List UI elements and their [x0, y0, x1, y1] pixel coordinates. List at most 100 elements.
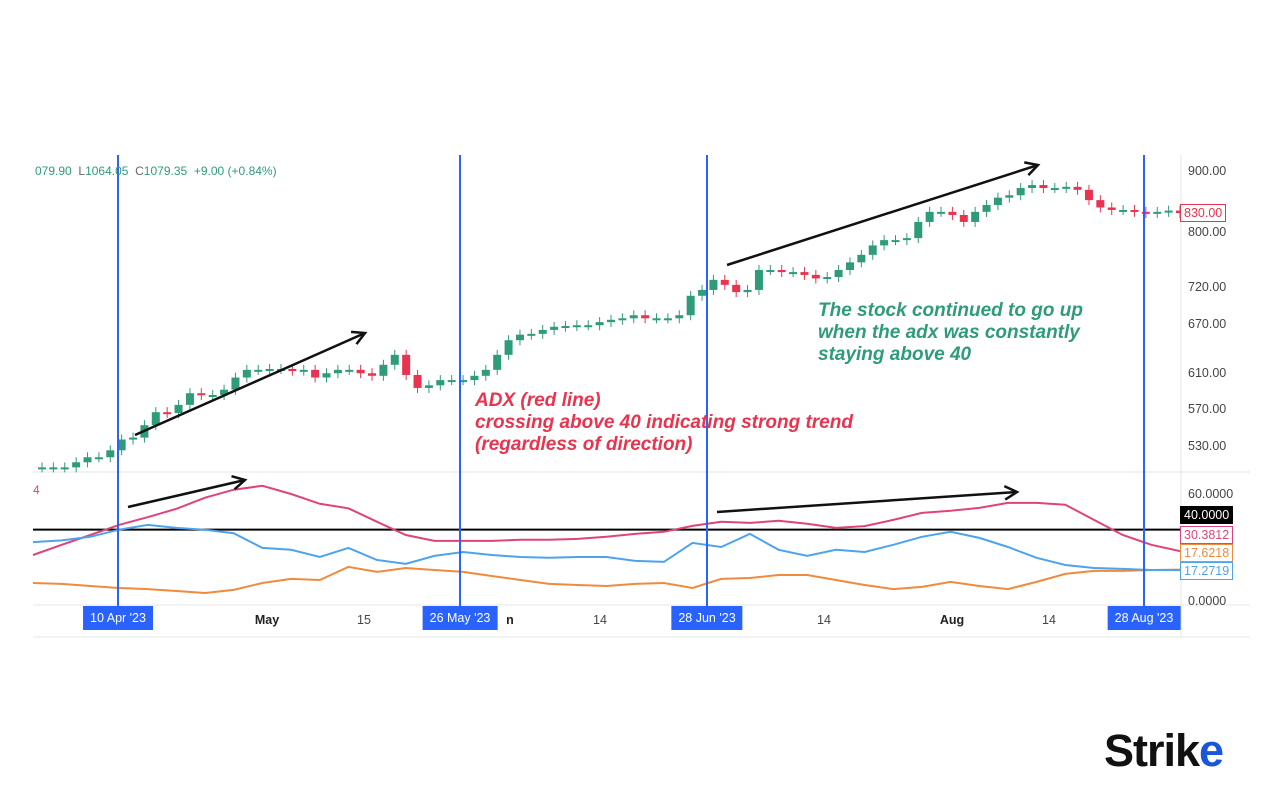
candle — [459, 375, 468, 386]
candle-body — [1050, 188, 1059, 191]
candle — [857, 249, 866, 268]
candle — [185, 388, 194, 410]
candle — [379, 359, 388, 381]
date-marker-label: 10 Apr '23 — [83, 606, 153, 630]
annotation-line: staying above 40 — [818, 344, 972, 365]
candle — [402, 349, 411, 380]
candle-body — [1164, 210, 1173, 213]
adx-line — [32, 484, 1181, 556]
candle — [607, 314, 615, 328]
candle-body — [151, 412, 160, 426]
candle — [686, 290, 695, 321]
price-tick-label: 720.00 — [1188, 280, 1227, 295]
candle-body — [117, 439, 126, 451]
candle-body — [629, 315, 638, 319]
ohlc-low: 1064.05 — [85, 164, 129, 178]
candle-body — [823, 277, 832, 280]
candle — [424, 380, 433, 393]
candle-body — [83, 457, 92, 463]
candle-body — [515, 334, 524, 341]
candle — [470, 370, 479, 386]
candle-body — [94, 457, 103, 460]
candle — [356, 364, 365, 379]
candle-body — [1141, 211, 1150, 214]
candle — [242, 364, 251, 383]
candle-body — [527, 333, 536, 336]
candle — [38, 462, 46, 473]
ohlc-readout: 079.90 L1064.05 C1079.35 +9.00 (+0.84%) — [35, 164, 277, 178]
candle-body — [493, 354, 502, 370]
candle-body — [777, 269, 786, 273]
ohlc-low-key: L — [78, 164, 86, 178]
candle — [914, 216, 923, 244]
candle — [493, 349, 502, 375]
candle-body — [902, 238, 911, 241]
annotation-line: ADX (red line) — [475, 390, 601, 411]
candle — [698, 284, 707, 301]
candle — [208, 390, 217, 401]
x-tick-label: 14 — [593, 613, 607, 627]
annotation-line: crossing above 40 indicating strong tren… — [475, 412, 853, 433]
candle-body — [993, 197, 1002, 206]
candle — [333, 364, 342, 379]
candle — [527, 328, 536, 340]
candle-body — [504, 340, 513, 355]
candle — [811, 269, 820, 284]
arrow-head — [350, 330, 368, 345]
di_plus-value-label: 17.2719 — [1180, 562, 1234, 580]
candle-body — [925, 211, 934, 222]
candle — [1016, 183, 1025, 201]
candle-body — [618, 318, 627, 321]
candle-body — [368, 373, 377, 376]
x-tick-label: Aug — [939, 613, 965, 627]
annotation-red: ADX (red line) crossing above 40 indicat… — [475, 390, 853, 456]
candle-body — [1039, 185, 1048, 189]
candle-body — [572, 325, 581, 328]
arrow-head — [1024, 161, 1041, 177]
candle-body — [390, 354, 399, 365]
candle — [117, 434, 126, 456]
candle — [1028, 180, 1037, 194]
candle-body — [1005, 195, 1014, 198]
x-tick-label: 15 — [357, 613, 371, 627]
candle — [1153, 206, 1162, 219]
candle — [368, 368, 377, 381]
logo-text: Strik — [1104, 725, 1200, 776]
candle — [800, 267, 809, 280]
candle-body — [413, 374, 422, 388]
candle — [572, 320, 581, 332]
ohlc-open: 079.90 — [35, 164, 72, 178]
annotation-line: when the adx was constantly — [818, 322, 1080, 343]
candle — [1130, 204, 1139, 217]
candle-body — [880, 240, 889, 246]
candle — [299, 364, 308, 376]
candle-body — [1119, 209, 1128, 212]
arrow-head — [231, 475, 248, 491]
candle — [971, 206, 980, 227]
candle-body — [208, 395, 217, 398]
di_plus-line — [32, 523, 1181, 572]
candle-body — [1062, 186, 1071, 189]
annotation-line: (regardless of direction) — [475, 434, 693, 455]
candle-body — [299, 369, 308, 372]
candle — [823, 272, 832, 284]
price-tick-label: 530.00 — [1188, 439, 1227, 454]
candle-body — [106, 450, 115, 458]
ohlc-close-key: C — [135, 164, 144, 178]
indicator-tick-label: 60.0000 — [1188, 487, 1234, 501]
candle — [515, 329, 524, 346]
candle — [880, 235, 889, 251]
candle — [550, 321, 559, 335]
candle-body — [811, 274, 820, 279]
candle — [390, 349, 399, 370]
candle-body — [800, 272, 809, 275]
candle-body — [754, 269, 763, 290]
strike-logo: Strike — [1104, 725, 1224, 777]
candle — [595, 317, 604, 331]
candle — [1084, 184, 1093, 206]
candle-body — [174, 404, 183, 414]
candle-body — [857, 254, 866, 263]
arrow-shaft — [127, 478, 246, 509]
candle-body — [311, 369, 320, 378]
candle — [663, 313, 672, 324]
